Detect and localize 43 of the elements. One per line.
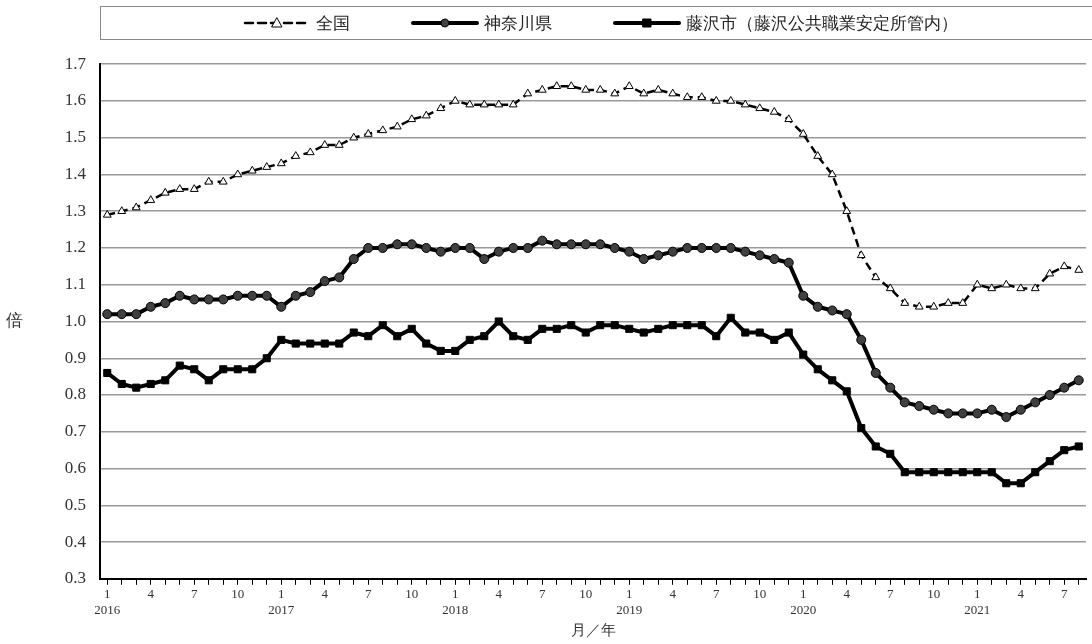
x-tick-label: 1 2018 [442,586,469,617]
y-tick-label: 0.6 [64,458,86,477]
y-tick-label: 0.3 [64,568,86,588]
x-tick-label: 4 [495,586,503,602]
y-tick-label: 1.5 [64,127,86,147]
x-tick-label: 10 [927,586,941,602]
x-tick-label: 7 [887,586,894,602]
y-tick-label: 0.5 [64,494,86,514]
y-tick-label: 1.3 [64,200,86,220]
x-tick-label: 1 2021 [964,586,991,617]
y-tick-label: 1.6 [64,90,86,110]
legend-label: 神奈川県 [484,11,552,35]
y-tick-label: 0.8 [64,384,86,404]
x-axis-title: 月／年 [570,620,616,639]
x-tick-label: 7 [365,586,372,602]
x-tick-label: 10 [579,586,593,602]
x-tick-label: 1 2017 [268,586,295,617]
y-tick-label: 1.7 [64,53,87,73]
y-tick-label: 0.9 [64,347,86,367]
x-tick-label: 4 [147,586,155,602]
x-tick-label: 1 2016 [94,586,121,617]
y-tick-label: 1.4 [64,163,87,183]
x-tick-label: 4 [669,586,677,602]
x-tick-label: 10 [231,586,245,602]
x-tick-label: 7 [713,586,720,602]
x-tick-label: 7 [539,586,546,602]
y-tick-label: 1.0 [64,310,86,330]
y-tick-label: 0.7 [64,421,87,441]
x-tick-label: 4 [1017,586,1025,602]
y-tick-label: 1.2 [64,237,86,257]
x-tick-label: 7 [1061,586,1068,602]
x-tick-label: 1 2020 [790,586,817,617]
y-tick-label: 0.4 [64,531,87,551]
y-axis-title: 倍 [5,309,23,330]
x-tick-label: 4 [321,586,329,602]
x-tick-label: 4 [843,586,851,602]
y-tick-label: 1.1 [64,274,86,294]
legend-label: 藤沢市（藤沢公共職業安定所管内） [686,11,958,35]
x-tick-label: 1 2019 [616,586,643,617]
x-tick-label: 10 [753,586,767,602]
legend-label: 全国 [316,11,350,35]
x-tick-label: 7 [191,586,198,602]
x-tick-label: 10 [405,586,419,602]
